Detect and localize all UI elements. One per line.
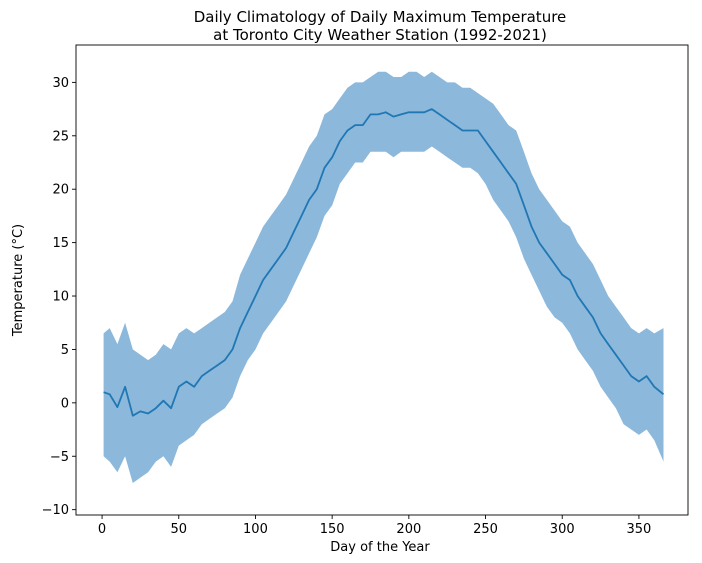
series-line-0 xyxy=(103,108,665,417)
x-tick-label: 0 xyxy=(98,522,106,537)
y-tick-label: −10 xyxy=(42,503,69,518)
y-tick-label: 30 xyxy=(52,76,69,91)
y-tick-label: 5 xyxy=(61,343,69,358)
x-tick-label: 250 xyxy=(473,522,498,537)
chart-title-line-2: at Toronto City Weather Station (1992-20… xyxy=(213,26,547,44)
plot-area: 0 50 100 150 200 250 300 350 −10 −5 0 5 10 15 20 25 30 xyxy=(42,44,689,537)
y-axis-label: Temperature (°C) xyxy=(11,224,26,337)
x-tick-label: 50 xyxy=(170,522,187,537)
y-tick-label: −5 xyxy=(50,450,69,465)
y-tick-label: 0 xyxy=(61,396,69,411)
x-tick-label: 150 xyxy=(320,522,345,537)
plot-frame xyxy=(75,44,689,516)
y-tick-label: 10 xyxy=(52,290,69,305)
range-band xyxy=(103,71,664,483)
chart-title-line-1: Daily Climatology of Daily Maximum Tempe… xyxy=(194,8,567,26)
x-axis-label: Day of the Year xyxy=(330,540,430,555)
x-tick-label: 350 xyxy=(627,522,652,537)
x-tick-label: 200 xyxy=(396,522,421,537)
y-tick-label: 20 xyxy=(52,183,69,198)
x-tick-label: 300 xyxy=(550,522,575,537)
y-tick-label: 25 xyxy=(52,129,69,144)
y-tick-label: 15 xyxy=(52,236,69,251)
x-tick-label: 100 xyxy=(243,522,268,537)
